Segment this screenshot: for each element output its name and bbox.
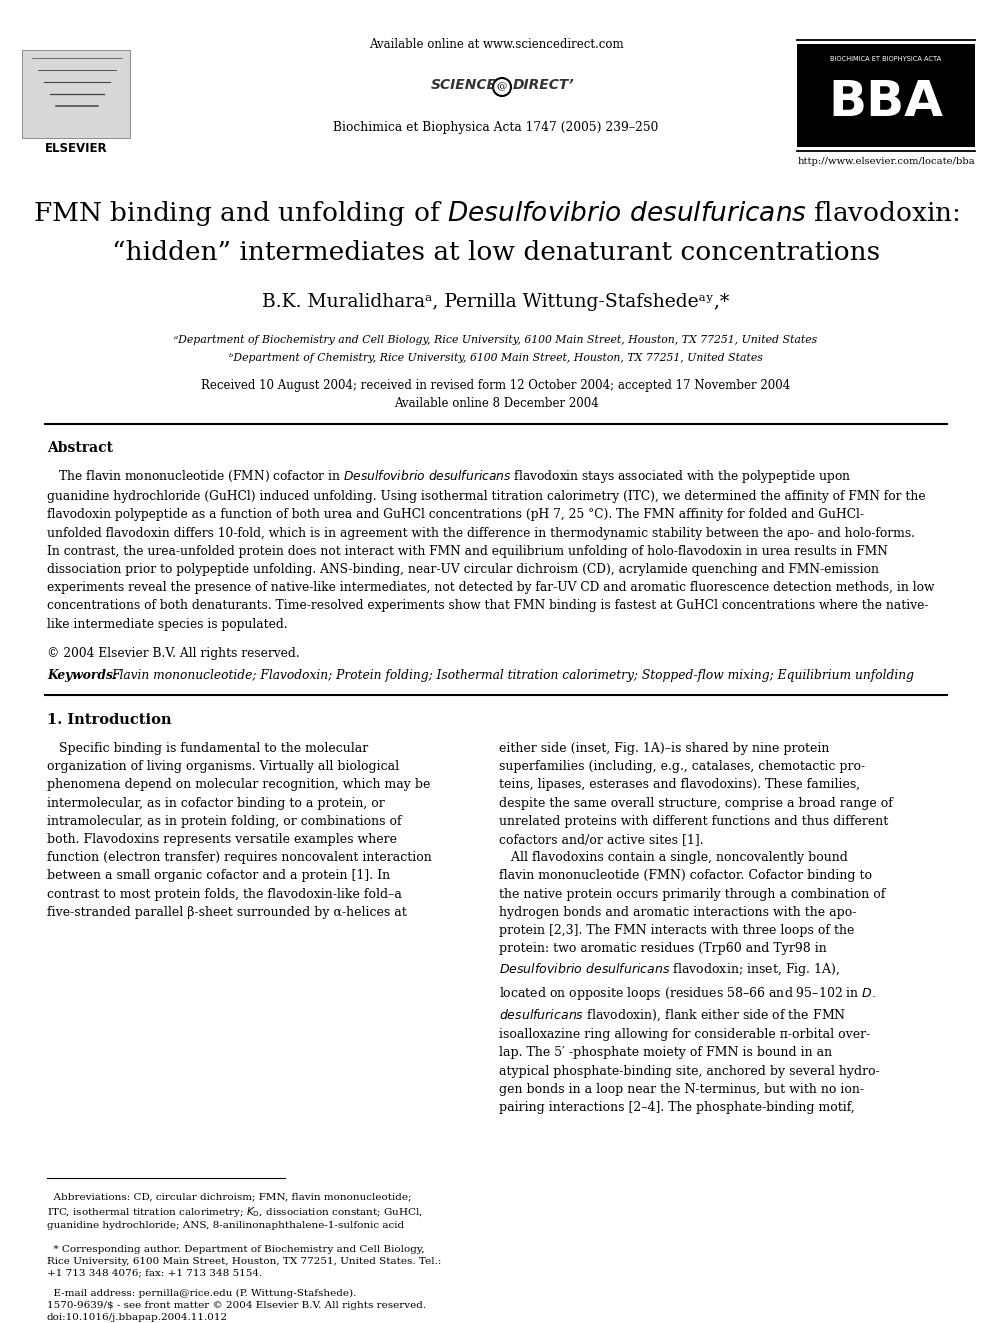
Text: ELSEVIER: ELSEVIER [45, 142, 107, 155]
Text: Specific binding is fundamental to the molecular
organization of living organism: Specific binding is fundamental to the m… [47, 742, 432, 918]
Text: Flavin mononucleotide; Flavodoxin; Protein folding; Isothermal titration calorim: Flavin mononucleotide; Flavodoxin; Prote… [111, 668, 914, 681]
Text: Available online 8 December 2004: Available online 8 December 2004 [394, 397, 598, 410]
Text: B.K. Muralidharaᵃ, Pernilla Wittung-Stafshedeᵃʸ,*: B.K. Muralidharaᵃ, Pernilla Wittung-Staf… [262, 292, 730, 311]
Text: BBA: BBA [828, 78, 943, 126]
Text: © 2004 Elsevier B.V. All rights reserved.: © 2004 Elsevier B.V. All rights reserved… [47, 647, 300, 660]
Text: either side (inset, Fig. 1A)–is shared by nine protein
superfamilies (including,: either side (inset, Fig. 1A)–is shared b… [499, 742, 893, 1114]
Text: ᵃDepartment of Biochemistry and Cell Biology, Rice University, 6100 Main Street,: ᵃDepartment of Biochemistry and Cell Bio… [175, 335, 817, 345]
Text: 1570-9639/$ - see front matter © 2004 Elsevier B.V. All rights reserved.
doi:10.: 1570-9639/$ - see front matter © 2004 El… [47, 1301, 426, 1322]
Text: SCIENCE: SCIENCE [431, 78, 497, 93]
Text: Available online at www.sciencedirect.com: Available online at www.sciencedirect.co… [369, 37, 623, 50]
Text: DIRECT’: DIRECT’ [513, 78, 574, 93]
Text: E-mail address: pernilla@rice.edu (P. Wittung-Stafshede).: E-mail address: pernilla@rice.edu (P. Wi… [47, 1289, 356, 1298]
Text: 1. Introduction: 1. Introduction [47, 713, 172, 728]
Text: Keywords:: Keywords: [47, 668, 122, 681]
Text: Received 10 August 2004; received in revised form 12 October 2004; accepted 17 N: Received 10 August 2004; received in rev… [201, 380, 791, 393]
Text: The flavin mononucleotide (FMN) cofactor in $\it{Desulfovibrio\ desulfuricans}$ : The flavin mononucleotide (FMN) cofactor… [47, 468, 934, 631]
Text: @: @ [497, 82, 507, 91]
Bar [797, 44, 975, 147]
Text: Biochimica et Biophysica Acta 1747 (2005) 239–250: Biochimica et Biophysica Acta 1747 (2005… [333, 122, 659, 135]
Text: FMN binding and unfolding of $\it{Desulfovibrio\ desulfuricans}$ flavodoxin:: FMN binding and unfolding of $\it{Desulf… [33, 198, 959, 228]
Text: BIOCHIMICA ET BIOPHYSICA ACTA: BIOCHIMICA ET BIOPHYSICA ACTA [830, 56, 941, 62]
Bar [22, 50, 130, 138]
Text: Abbreviations: CD, circular dichroism; FMN, flavin mononucleotide;
ITC, isotherm: Abbreviations: CD, circular dichroism; F… [47, 1192, 423, 1230]
Text: http://www.elsevier.com/locate/bba: http://www.elsevier.com/locate/bba [798, 157, 975, 167]
Text: Abstract: Abstract [47, 441, 113, 455]
Text: “hidden” intermediates at low denaturant concentrations: “hidden” intermediates at low denaturant… [112, 241, 880, 266]
Text: ᵇDepartment of Chemistry, Rice University, 6100 Main Street, Houston, TX 77251, : ᵇDepartment of Chemistry, Rice Universit… [229, 353, 763, 363]
Text: * Corresponding author. Department of Biochemistry and Cell Biology,
Rice Univer: * Corresponding author. Department of Bi… [47, 1245, 441, 1277]
